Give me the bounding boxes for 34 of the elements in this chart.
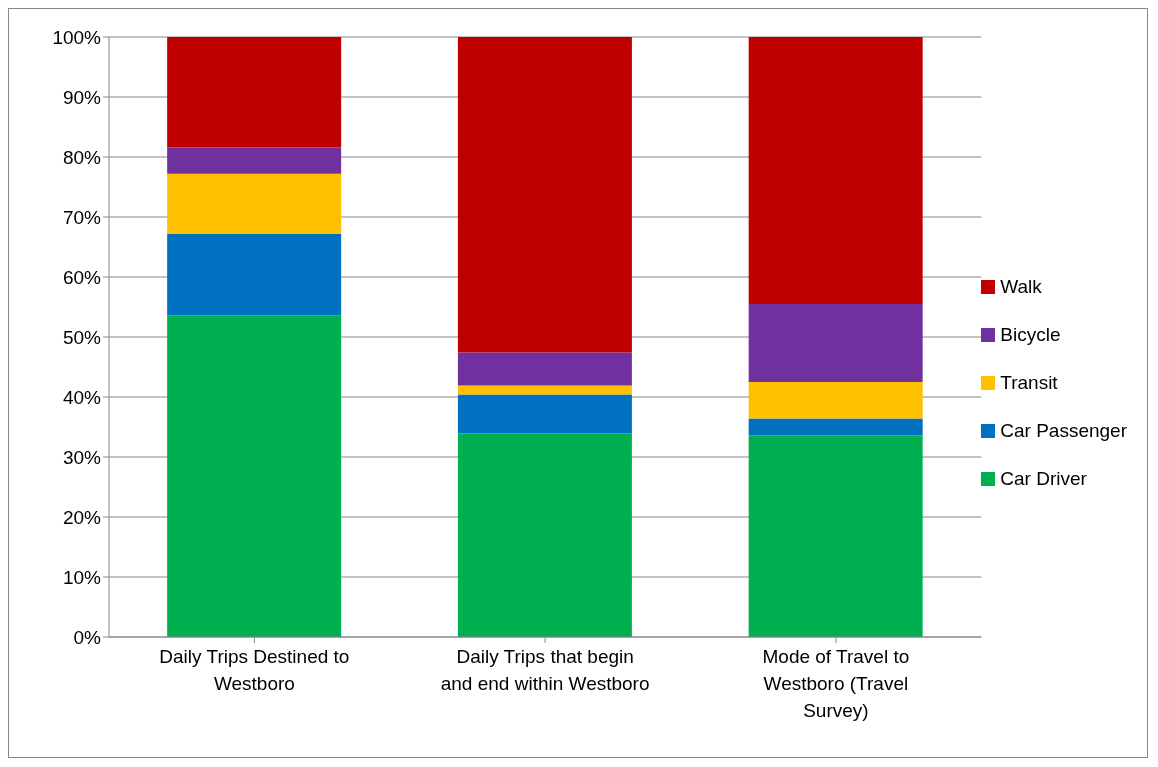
y-tick-label: 70% (62, 206, 102, 228)
legend-label: Walk (1000, 276, 1042, 298)
bar (457, 385, 632, 395)
bar (748, 418, 923, 436)
y-tick-label: 0% (73, 626, 102, 648)
y-tick-label: 80% (62, 146, 102, 168)
legend-label: Bicycle (1000, 324, 1061, 346)
legend-label: Car Passenger (1000, 420, 1127, 442)
y-tick-label: 100% (52, 26, 102, 48)
bar (167, 233, 342, 316)
y-tick-label: 60% (62, 266, 102, 288)
bar (457, 352, 632, 386)
y-tick-label: 50% (62, 326, 102, 348)
bar (748, 304, 923, 382)
y-tick-label: 20% (62, 506, 102, 528)
bar (457, 433, 632, 637)
x-tick-label: Mode of Travel to Westboro (Travel Survey) (762, 646, 910, 721)
x-tick-label: Daily Trips Destined to Westboro (159, 646, 350, 694)
bar (748, 435, 923, 637)
x-tick-label: Daily Trips that begin and end within Westboro (440, 646, 650, 694)
y-tick-label: 10% (62, 566, 102, 588)
bar (167, 147, 342, 174)
bar (167, 173, 342, 234)
legend-label: Car Driver (1000, 468, 1087, 490)
bar (167, 315, 342, 637)
bar (748, 382, 923, 419)
bar (457, 394, 632, 434)
bar (167, 37, 342, 148)
y-tick-label: 40% (62, 386, 102, 408)
bar (748, 37, 923, 304)
legend-label: Transit (1000, 372, 1058, 394)
bar (457, 37, 632, 353)
y-tick-label: 30% (62, 446, 102, 468)
y-tick-label: 90% (62, 86, 102, 108)
